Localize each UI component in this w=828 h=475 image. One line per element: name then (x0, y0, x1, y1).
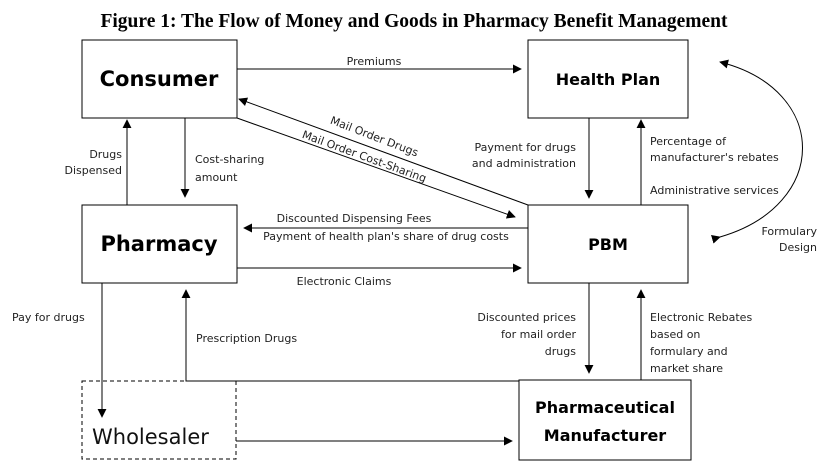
pharmacy-label: Pharmacy (100, 232, 217, 256)
wholesaler-box (81, 380, 237, 460)
figure-title: Figure 1: The Flow of Money and Goods in… (100, 11, 728, 32)
label-cost-sharing-1: Cost-sharing (195, 153, 264, 166)
arrow-prescription-drugs (181, 289, 519, 382)
arrow-formulary-design (710, 59, 803, 244)
label-discounted-prices-1: Discounted prices (477, 311, 576, 324)
label-formulary-1: Formulary (761, 225, 817, 238)
label-drugs-dispensed-2: Dispensed (65, 164, 122, 177)
label-payment-drugs-2: and administration (472, 157, 576, 170)
pbm-box (527, 204, 689, 284)
label-admin-services: Administrative services (650, 184, 779, 197)
label-discounted-prices-3: drugs (545, 345, 576, 358)
label-prescription-drugs: Prescription Drugs (196, 332, 297, 345)
label-electronic-rebates-3: formulary and (650, 345, 728, 358)
manufacturer-box (518, 379, 692, 461)
pbm-label: PBM (588, 235, 628, 254)
health-plan-label: Health Plan (556, 70, 661, 89)
label-pct-rebates-1: Percentage of (650, 135, 727, 148)
arrow-mail-order-cost-sharing (236, 117, 516, 219)
label-electronic-rebates-2: based on (650, 328, 700, 341)
label-electronic-rebates-4: market share (650, 362, 723, 375)
label-cost-sharing-2: amount (195, 171, 238, 184)
label-electronic-rebates-1: Electronic Rebates (650, 311, 752, 324)
label-payment-share: Payment of health plan's share of drug c… (263, 230, 509, 243)
pharmacy-box (81, 204, 238, 284)
health-plan-box (527, 39, 689, 119)
consumer-box (81, 39, 238, 119)
label-discounted-prices-2: for mail order (501, 328, 576, 341)
wholesaler-label-backdrop (92, 424, 226, 448)
label-premiums: Premiums (347, 55, 402, 68)
label-electronic-claims: Electronic Claims (297, 275, 392, 288)
label-formulary-2: Design (779, 241, 817, 254)
label-pay-for-drugs: Pay for drugs (12, 311, 85, 324)
arrow-mail-order-drugs (238, 97, 529, 206)
label-discounted-fees: Discounted Dispensing Fees (277, 212, 432, 225)
manufacturer-label-line2: Manufacturer (544, 426, 667, 445)
consumer-label: Consumer (100, 67, 219, 91)
label-payment-drugs-1: Payment for drugs (475, 141, 577, 154)
manufacturer-label-line1: Pharmaceutical (535, 398, 675, 417)
wholesaler-label: Wholesaler (92, 425, 209, 449)
label-drugs-dispensed-1: Drugs (89, 148, 122, 161)
label-pct-rebates-2: manufacturer's rebates (650, 151, 779, 164)
